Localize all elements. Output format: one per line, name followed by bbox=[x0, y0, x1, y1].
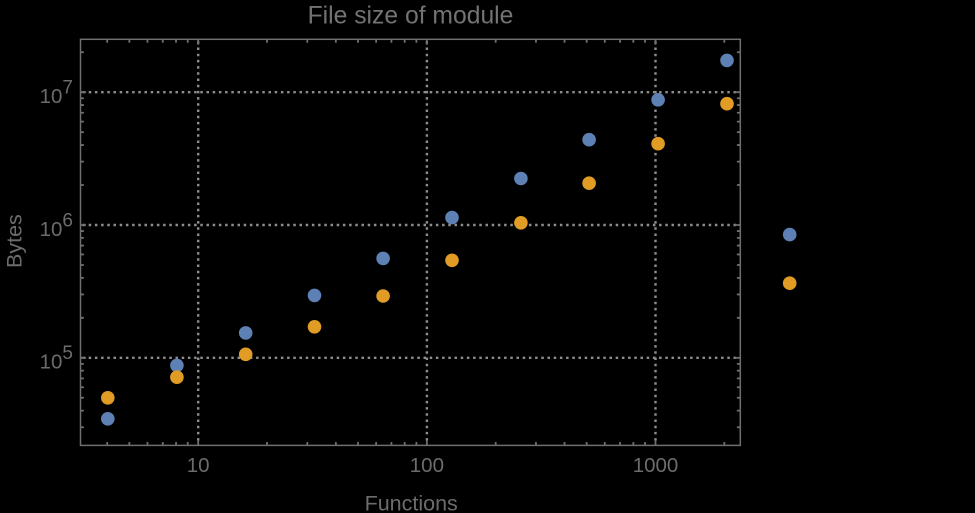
svg-text:File size of module: File size of module bbox=[308, 3, 514, 30]
svg-text:Bytes: Bytes bbox=[2, 214, 26, 268]
svg-text:10: 10 bbox=[187, 454, 210, 477]
svg-text:100: 100 bbox=[410, 454, 444, 477]
svg-text:1000: 1000 bbox=[633, 454, 679, 477]
svg-text:Functions: Functions bbox=[365, 492, 458, 513]
